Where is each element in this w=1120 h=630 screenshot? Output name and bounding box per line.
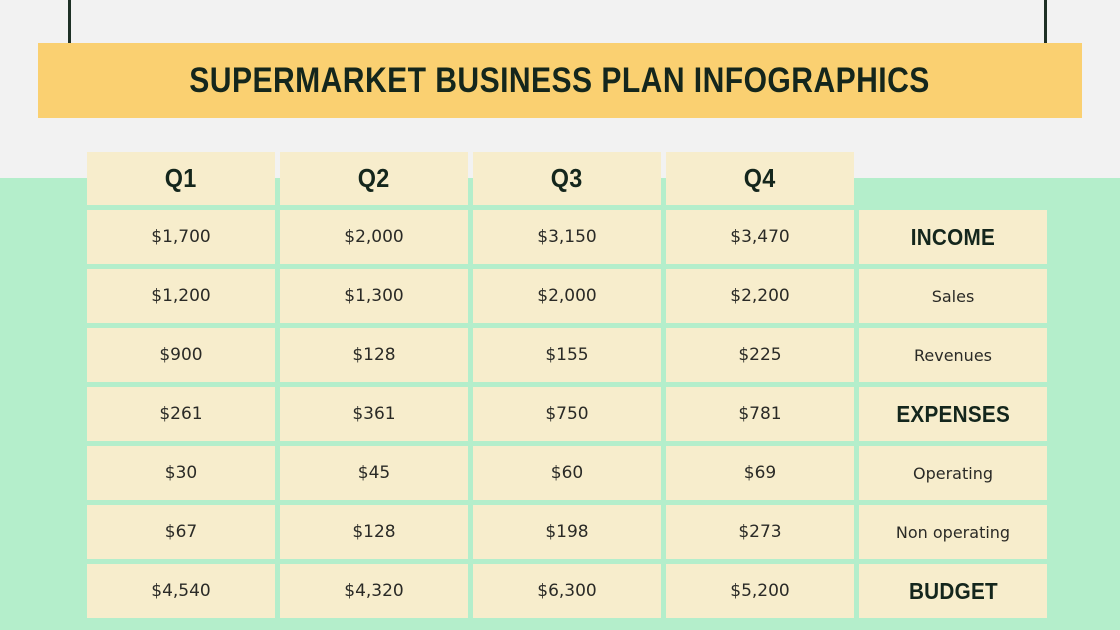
table-cell-r4-c3: $750	[473, 387, 661, 441]
table-cell-r5-c3: $60	[473, 446, 661, 500]
table-cell-r3-c2: $128	[280, 328, 468, 382]
table-column-header-1-text: Q1	[165, 163, 197, 193]
table-cell-r6-c3: $198	[473, 505, 661, 559]
table-cell-r1-c3: $3,150	[473, 210, 661, 264]
table-cell-r4-c2: $361	[280, 387, 468, 441]
table-cell-r1-c1: $1,700	[87, 210, 275, 264]
table-cell-r1-c2: $2,000	[280, 210, 468, 264]
table-column-header-3: Q3	[473, 152, 661, 205]
table-row-label-1: INCOME	[859, 210, 1047, 264]
table-cell-r5-c1: $30	[87, 446, 275, 500]
table-cell-r1-c4: $3,470	[666, 210, 854, 264]
table-cell-r2-c1: $1,200	[87, 269, 275, 323]
table-cell-r2-c2: $1,300	[280, 269, 468, 323]
table-column-header-3-text: Q3	[551, 163, 583, 193]
page-title: SUPERMARKET BUSINESS PLAN INFOGRAPHICS	[189, 60, 931, 100]
table-row-label-4-text: EXPENSES	[896, 400, 1010, 427]
table-row-label-6: Non operating	[859, 505, 1047, 559]
table-cell-r2-c3: $2,000	[473, 269, 661, 323]
table-cell-r4-c4: $781	[666, 387, 854, 441]
table-cell-r3-c3: $155	[473, 328, 661, 382]
table-cell-r5-c2: $45	[280, 446, 468, 500]
table-cell-r6-c1: $67	[87, 505, 275, 559]
table-row-label-2: Sales	[859, 269, 1047, 323]
table-cell-r2-c4: $2,200	[666, 269, 854, 323]
table-cell-r6-c2: $128	[280, 505, 468, 559]
budget-table: Q1 Q2 Q3 Q4 $1,700 $2,000 $3,150 $3,470 INCOME $1…	[87, 152, 1047, 618]
table-cell-r7-c3: $6,300	[473, 564, 661, 618]
table-row-label-7: BUDGET	[859, 564, 1047, 618]
table-cell-r4-c1: $261	[87, 387, 275, 441]
table-row-label-5: Operating	[859, 446, 1047, 500]
table-column-header-4-text: Q4	[744, 163, 776, 193]
table-row-label-1-text: INCOME	[910, 223, 996, 250]
table-corner-spacer	[859, 152, 1047, 205]
table-cell-r5-c4: $69	[666, 446, 854, 500]
table-cell-r7-c4: $5,200	[666, 564, 854, 618]
table-column-header-4: Q4	[666, 152, 854, 205]
title-banner: SUPERMARKET BUSINESS PLAN INFOGRAPHICS	[38, 43, 1082, 118]
table-row-label-3: Revenues	[859, 328, 1047, 382]
table-cell-r7-c2: $4,320	[280, 564, 468, 618]
table-cell-r3-c1: $900	[87, 328, 275, 382]
table-cell-r3-c4: $225	[666, 328, 854, 382]
table-row-label-4: EXPENSES	[859, 387, 1047, 441]
table-column-header-2: Q2	[280, 152, 468, 205]
table-cell-r7-c1: $4,540	[87, 564, 275, 618]
table-column-header-1: Q1	[87, 152, 275, 205]
table-row-label-7-text: BUDGET	[908, 577, 998, 604]
table-column-header-2-text: Q2	[358, 163, 390, 193]
table-cell-r6-c4: $273	[666, 505, 854, 559]
